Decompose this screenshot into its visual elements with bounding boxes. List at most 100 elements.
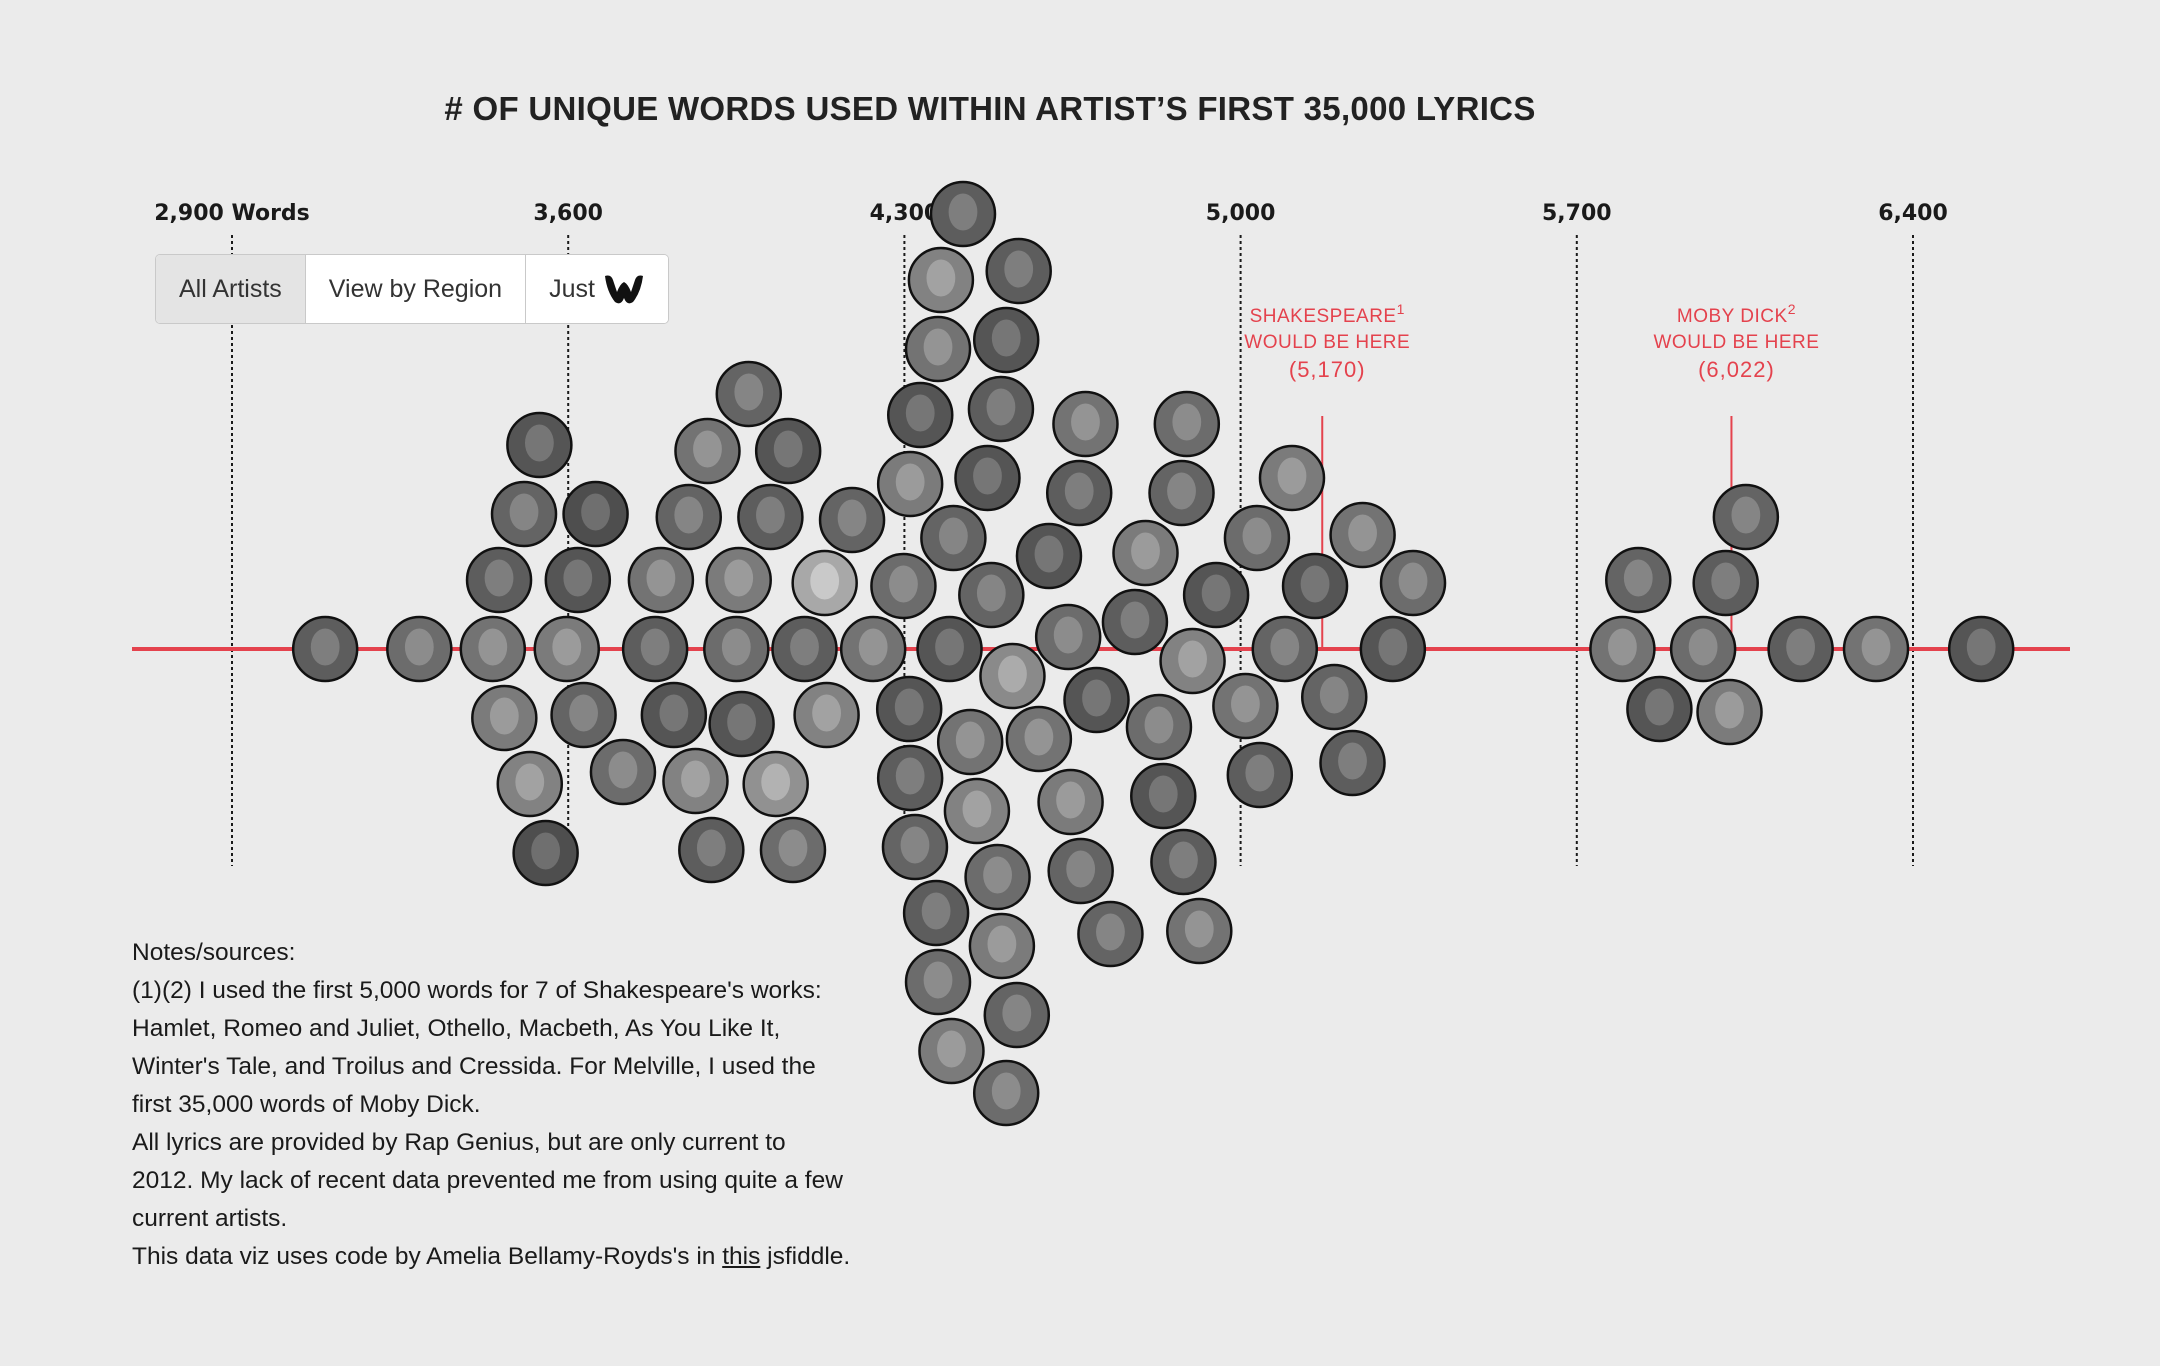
filter-just-wu-tang-button[interactable]: Just bbox=[526, 255, 668, 323]
artist-point[interactable] bbox=[964, 843, 1031, 911]
artist-point[interactable] bbox=[737, 483, 804, 551]
artist-point[interactable] bbox=[916, 615, 983, 683]
artist-point[interactable] bbox=[674, 417, 741, 485]
artist-point[interactable] bbox=[1226, 741, 1294, 809]
artist-point[interactable] bbox=[662, 747, 729, 815]
artist-point[interactable] bbox=[1251, 615, 1319, 683]
artist-point[interactable] bbox=[1626, 675, 1693, 743]
artist-point[interactable] bbox=[1034, 603, 1102, 671]
artist-point[interactable] bbox=[793, 681, 860, 749]
artist-point[interactable] bbox=[471, 684, 538, 752]
artist-point[interactable] bbox=[759, 816, 827, 884]
artist-point[interactable] bbox=[705, 546, 772, 614]
artist-point[interactable] bbox=[907, 246, 975, 314]
artist-point[interactable] bbox=[1130, 762, 1197, 830]
artist-point[interactable] bbox=[627, 546, 695, 614]
artist-point[interactable] bbox=[715, 360, 783, 428]
filter-by-region-button[interactable]: View by Region bbox=[305, 255, 527, 323]
artist-point[interactable] bbox=[875, 675, 943, 743]
artist-point[interactable] bbox=[839, 615, 907, 683]
artist-point[interactable] bbox=[1052, 390, 1119, 458]
artist-point[interactable] bbox=[876, 450, 944, 518]
artist-point[interactable] bbox=[967, 375, 1035, 443]
artist-point[interactable] bbox=[562, 480, 629, 548]
artist-point[interactable] bbox=[918, 1017, 985, 1085]
artist-point[interactable] bbox=[968, 912, 1036, 980]
artist-point[interactable] bbox=[870, 552, 937, 620]
artist-point[interactable] bbox=[1037, 768, 1104, 836]
artist-point[interactable] bbox=[754, 417, 822, 485]
artist-point[interactable] bbox=[985, 237, 1052, 305]
artist-point[interactable] bbox=[533, 615, 601, 683]
artist-point[interactable] bbox=[1005, 705, 1073, 773]
artist-point[interactable] bbox=[979, 642, 1046, 710]
artist-point[interactable] bbox=[1148, 459, 1215, 527]
artist-point[interactable] bbox=[1379, 549, 1447, 617]
artist-point[interactable] bbox=[1045, 459, 1113, 527]
artist-point[interactable] bbox=[1258, 444, 1326, 512]
artist-point[interactable] bbox=[1223, 504, 1291, 572]
artist-point[interactable] bbox=[983, 981, 1051, 1049]
artist-point[interactable] bbox=[1359, 615, 1427, 683]
artist-point[interactable] bbox=[791, 549, 858, 617]
artist-point[interactable] bbox=[1669, 615, 1737, 683]
artist-point[interactable] bbox=[621, 615, 689, 683]
artist-point[interactable] bbox=[640, 681, 708, 749]
artist-point[interactable] bbox=[512, 819, 579, 887]
artist-point[interactable] bbox=[1153, 390, 1221, 458]
artist-point[interactable] bbox=[465, 546, 533, 614]
artist-point[interactable] bbox=[1329, 501, 1396, 569]
artist-point[interactable] bbox=[958, 561, 1025, 629]
artist-point[interactable] bbox=[936, 708, 1004, 776]
artist-point[interactable] bbox=[496, 750, 564, 818]
artist-point[interactable] bbox=[1063, 666, 1130, 734]
artist-point[interactable] bbox=[886, 381, 954, 449]
artist-point[interactable] bbox=[1125, 693, 1193, 761]
artist-point[interactable] bbox=[678, 816, 745, 884]
artist-point[interactable] bbox=[708, 690, 775, 758]
artist-point[interactable] bbox=[929, 180, 997, 248]
artist-point[interactable] bbox=[943, 777, 1011, 845]
artist-point[interactable] bbox=[1166, 897, 1233, 965]
artist-point[interactable] bbox=[655, 483, 723, 551]
artist-point[interactable] bbox=[291, 615, 359, 683]
artist-point[interactable] bbox=[1696, 678, 1763, 746]
artist-point[interactable] bbox=[589, 738, 657, 806]
artist-point[interactable] bbox=[386, 615, 453, 683]
artist-point[interactable] bbox=[1281, 552, 1349, 620]
artist-point[interactable] bbox=[818, 486, 886, 554]
artist-point[interactable] bbox=[1077, 900, 1144, 968]
artist-point[interactable] bbox=[1047, 837, 1114, 905]
artist-point[interactable] bbox=[1947, 615, 2015, 683]
artist-point[interactable] bbox=[1692, 549, 1759, 617]
artist-point[interactable] bbox=[1101, 588, 1169, 656]
artist-point[interactable] bbox=[771, 615, 838, 683]
artist-point[interactable] bbox=[703, 615, 770, 683]
artist-point[interactable] bbox=[1112, 519, 1179, 587]
artist-point[interactable] bbox=[954, 444, 1021, 512]
artist-point[interactable] bbox=[1212, 672, 1279, 740]
artist-point[interactable] bbox=[1605, 546, 1672, 614]
filter-all-artists-button[interactable]: All Artists bbox=[156, 255, 306, 323]
artist-point[interactable] bbox=[904, 948, 972, 1016]
artist-point[interactable] bbox=[1712, 483, 1780, 551]
artist-point[interactable] bbox=[920, 504, 987, 572]
artist-point[interactable] bbox=[550, 681, 617, 749]
artist-point[interactable] bbox=[1842, 615, 1910, 683]
artist-point[interactable] bbox=[1767, 615, 1834, 683]
artist-point[interactable] bbox=[972, 1059, 1040, 1127]
artist-point[interactable] bbox=[506, 411, 573, 479]
jsfiddle-link[interactable]: this bbox=[722, 1243, 761, 1270]
artist-point[interactable] bbox=[1150, 828, 1217, 896]
artist-point[interactable] bbox=[1182, 561, 1250, 629]
artist-point[interactable] bbox=[972, 306, 1040, 374]
artist-point[interactable] bbox=[1589, 615, 1656, 683]
artist-point[interactable] bbox=[1159, 627, 1226, 695]
artist-point[interactable] bbox=[1319, 729, 1386, 797]
artist-point[interactable] bbox=[1301, 663, 1368, 731]
artist-point[interactable] bbox=[742, 750, 809, 818]
artist-point[interactable] bbox=[904, 315, 972, 383]
artist-point[interactable] bbox=[490, 480, 558, 548]
artist-point[interactable] bbox=[876, 744, 944, 812]
artist-point[interactable] bbox=[459, 615, 527, 683]
